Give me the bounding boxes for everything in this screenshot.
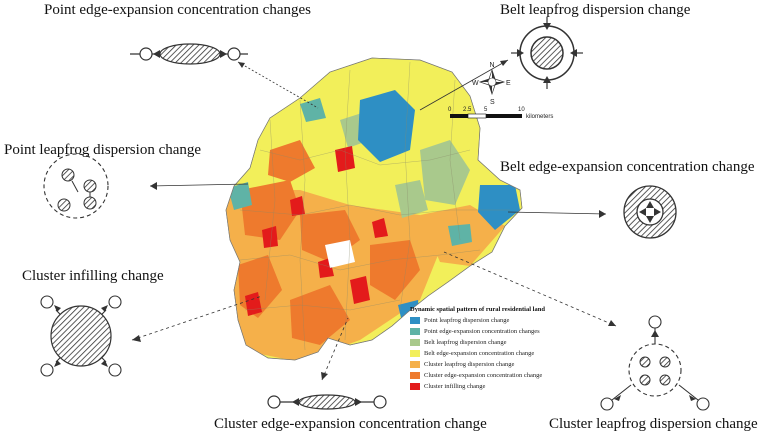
legend-label: Point leapfrog dispersion change [424, 317, 510, 324]
legend-label: Cluster leapfrog dispersion change [424, 361, 515, 368]
label-point-leapfrog: Point leapfrog dispersion change [4, 142, 202, 158]
scale-tick-1: 2.5 [463, 107, 472, 113]
schema-cluster-leapfrog [600, 315, 710, 411]
scale-tick-0: 0 [448, 107, 452, 113]
legend-label: Belt leapfrog dispersion change [424, 339, 507, 346]
legend-swatch [410, 383, 420, 390]
scale-tick-3: 10 [518, 107, 525, 113]
schema-belt-leapfrog [511, 17, 583, 89]
legend-label: Cluster edge-expansion concentration cha… [424, 372, 543, 379]
label-cluster-edge-expansion: Cluster edge-expansion concentration cha… [214, 416, 487, 432]
legend-label: Cluster infilling change [424, 383, 486, 390]
map-legend: Dynamic spatial pattern of rural residen… [410, 306, 580, 392]
legend-item: Cluster infilling change [410, 381, 580, 392]
scale-unit: kilometers [526, 114, 553, 120]
legend-item: Point leapfrog dispersion change [410, 315, 580, 326]
leader-arrowheads [132, 60, 616, 380]
legend-swatch [410, 328, 420, 335]
legend-item: Cluster edge-expansion concentration cha… [410, 370, 580, 381]
schema-point-edge-expansion [130, 43, 248, 65]
legend-swatch [410, 317, 420, 324]
label-point-edge-expansion: Point edge-expansion concentration chang… [44, 2, 311, 18]
compass-s: S [490, 99, 495, 106]
schema-cluster-infilling [40, 295, 122, 377]
study-region-map [225, 57, 523, 361]
legend-label: Point edge-expansion concentration chang… [424, 328, 540, 335]
legend-swatch [410, 372, 420, 379]
label-cluster-leapfrog: Cluster leapfrog dispersion change [549, 416, 758, 432]
legend-item: Belt edge-expansion concentration change [410, 348, 580, 359]
compass-rose-icon [478, 68, 506, 96]
legend-swatch [410, 361, 420, 368]
schema-belt-edge-expansion [623, 185, 677, 239]
legend-swatch [410, 350, 420, 357]
compass-e: E [506, 80, 511, 87]
legend-item: Belt leapfrog dispersion change [410, 337, 580, 348]
leader-lines [131, 59, 617, 381]
legend-item: Point edge-expansion concentration chang… [410, 326, 580, 337]
compass-w: W [472, 80, 479, 87]
schema-point-leapfrog [43, 153, 109, 219]
scale-tick-2: 5 [484, 107, 488, 113]
legend-title: Dynamic spatial pattern of rural residen… [410, 306, 545, 313]
compass-n: N [490, 62, 495, 69]
legend-label: Belt edge-expansion concentration change [424, 350, 535, 357]
label-cluster-infilling: Cluster infilling change [22, 268, 164, 284]
label-belt-edge-expansion: Belt edge-expansion concentration change [500, 159, 755, 175]
label-belt-leapfrog: Belt leapfrog dispersion change [500, 2, 691, 18]
schema-cluster-edge-expansion [267, 394, 387, 410]
legend-item: Cluster leapfrog dispersion change [410, 359, 580, 370]
legend-swatch [410, 339, 420, 346]
scale-bar: 0 2.5 5 10 kilometers [448, 107, 553, 120]
